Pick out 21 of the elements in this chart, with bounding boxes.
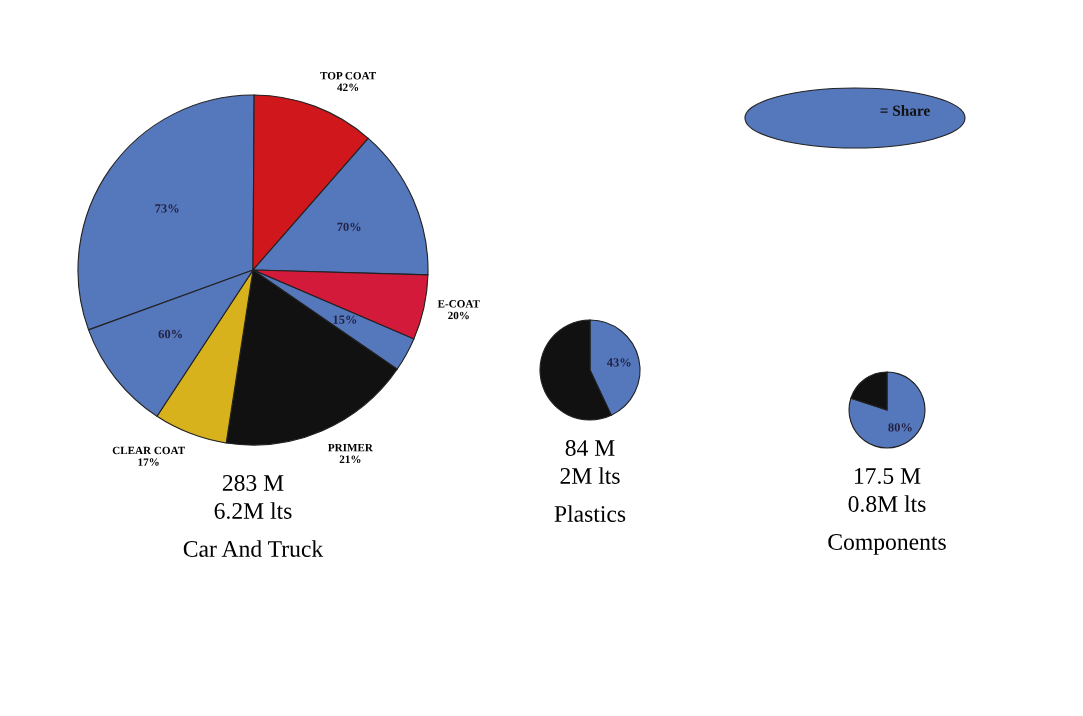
data-label: 43% — [606, 358, 631, 367]
text: 6.2M lts — [214, 502, 292, 520]
text: 84 M — [565, 439, 615, 456]
slice-label: E-COAT 20% — [437, 300, 480, 320]
slice-label: TOP COAT 42% — [320, 71, 377, 92]
slice-label: 70% — [337, 222, 361, 232]
slice-label: CLEAR COAT 17% — [112, 446, 185, 466]
text: Plastics — [554, 505, 626, 522]
text: Components — [828, 534, 946, 555]
data-label: 80% — [888, 423, 912, 432]
text: 0.8M lts — [848, 495, 926, 513]
text: 283 M — [222, 474, 284, 491]
slice-label: 60% — [158, 329, 182, 339]
slice-label: PRIMER 21% — [328, 443, 373, 464]
slice-label: 15% — [333, 315, 357, 324]
pie-slice — [848, 371, 926, 449]
text: 2M lts — [560, 467, 620, 484]
slice-label: 73% — [155, 204, 179, 213]
legend-title: = Share — [880, 105, 930, 116]
text: Car And Truck — [183, 540, 324, 557]
text: 17.5 M — [854, 468, 921, 485]
